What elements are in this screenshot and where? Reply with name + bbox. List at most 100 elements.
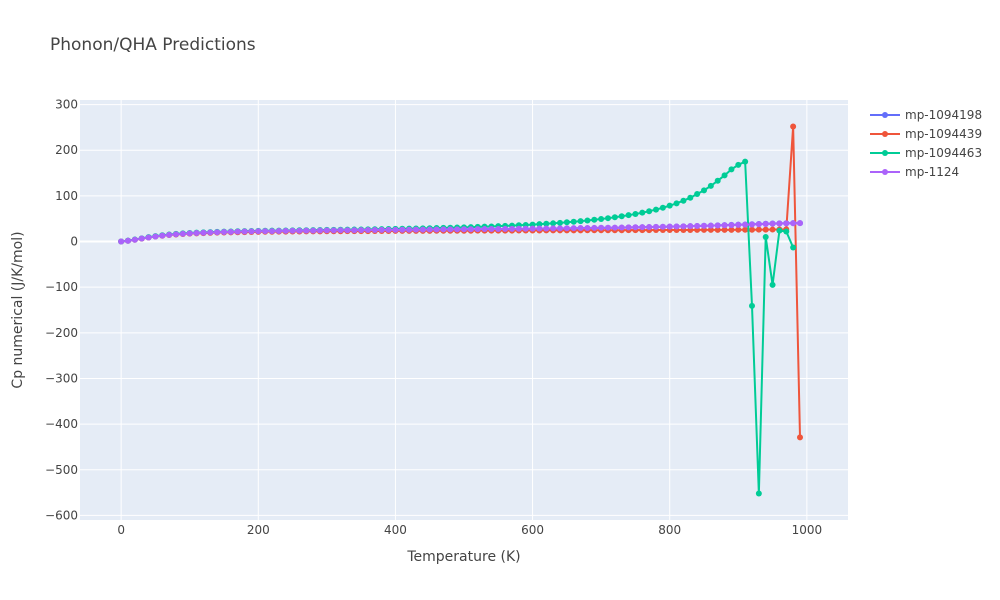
- data-point[interactable]: [385, 226, 392, 233]
- data-point[interactable]: [584, 224, 591, 231]
- data-point[interactable]: [714, 226, 721, 233]
- data-point[interactable]: [605, 215, 611, 222]
- data-point[interactable]: [742, 226, 749, 233]
- data-point[interactable]: [474, 226, 481, 233]
- data-point[interactable]: [563, 225, 570, 232]
- data-point[interactable]: [639, 209, 646, 216]
- data-point[interactable]: [707, 226, 714, 233]
- data-point[interactable]: [145, 234, 152, 241]
- data-point[interactable]: [138, 235, 145, 242]
- data-point[interactable]: [399, 226, 406, 233]
- data-point[interactable]: [289, 227, 296, 234]
- data-point[interactable]: [701, 226, 707, 233]
- data-point[interactable]: [275, 227, 282, 234]
- data-point[interactable]: [632, 224, 639, 231]
- data-point[interactable]: [790, 123, 797, 130]
- data-point[interactable]: [317, 227, 323, 234]
- data-point[interactable]: [762, 220, 769, 227]
- data-point[interactable]: [179, 230, 186, 237]
- data-point[interactable]: [406, 226, 413, 233]
- data-point[interactable]: [742, 221, 749, 228]
- data-point[interactable]: [625, 212, 632, 219]
- data-point[interactable]: [440, 226, 447, 233]
- data-point[interactable]: [714, 177, 721, 184]
- data-point[interactable]: [330, 227, 337, 234]
- data-point[interactable]: [598, 216, 605, 223]
- data-point[interactable]: [310, 227, 317, 234]
- data-point[interactable]: [461, 226, 467, 233]
- data-point[interactable]: [721, 226, 728, 233]
- data-point[interactable]: [563, 219, 570, 226]
- legend-item-mp-1124[interactable]: mp-1124: [870, 165, 959, 179]
- data-point[interactable]: [721, 222, 728, 229]
- data-point[interactable]: [378, 226, 385, 233]
- data-point[interactable]: [735, 161, 742, 168]
- data-point[interactable]: [591, 224, 598, 231]
- legend-item-mp-1094198[interactable]: mp-1094198: [870, 108, 982, 122]
- data-point[interactable]: [303, 227, 310, 234]
- data-point[interactable]: [481, 226, 488, 233]
- data-point[interactable]: [509, 225, 515, 232]
- data-point[interactable]: [392, 226, 399, 233]
- data-point[interactable]: [502, 225, 509, 232]
- data-point[interactable]: [646, 208, 653, 215]
- data-point[interactable]: [515, 225, 522, 232]
- data-point[interactable]: [611, 224, 618, 231]
- data-point[interactable]: [467, 226, 474, 233]
- data-point[interactable]: [666, 223, 673, 230]
- data-point[interactable]: [344, 227, 351, 234]
- data-point[interactable]: [735, 221, 742, 228]
- data-point[interactable]: [159, 232, 166, 239]
- data-point[interactable]: [625, 224, 632, 231]
- data-point[interactable]: [666, 202, 673, 209]
- data-point[interactable]: [241, 228, 248, 235]
- data-point[interactable]: [488, 226, 495, 233]
- data-point[interactable]: [694, 191, 701, 198]
- data-point[interactable]: [296, 227, 303, 234]
- data-point[interactable]: [749, 226, 755, 233]
- data-point[interactable]: [707, 182, 714, 189]
- data-point[interactable]: [701, 222, 707, 229]
- data-point[interactable]: [783, 220, 790, 227]
- data-point[interactable]: [262, 228, 269, 235]
- data-point[interactable]: [611, 214, 618, 221]
- data-point[interactable]: [419, 226, 426, 233]
- data-point[interactable]: [646, 224, 653, 230]
- data-point[interactable]: [701, 187, 707, 194]
- data-point[interactable]: [591, 216, 598, 223]
- data-point[interactable]: [639, 224, 646, 231]
- data-point[interactable]: [173, 231, 179, 238]
- data-point[interactable]: [632, 210, 639, 217]
- data-point[interactable]: [447, 226, 454, 233]
- data-point[interactable]: [755, 226, 762, 233]
- data-point[interactable]: [337, 227, 344, 234]
- data-point[interactable]: [797, 220, 803, 227]
- data-point[interactable]: [221, 229, 227, 236]
- data-point[interactable]: [282, 227, 289, 234]
- data-point[interactable]: [598, 224, 605, 231]
- data-point[interactable]: [673, 223, 680, 230]
- data-point[interactable]: [454, 226, 461, 233]
- data-point[interactable]: [200, 229, 207, 236]
- data-point[interactable]: [584, 217, 591, 224]
- data-point[interactable]: [728, 166, 735, 173]
- data-point[interactable]: [776, 227, 783, 234]
- data-point[interactable]: [673, 200, 680, 207]
- data-point[interactable]: [536, 221, 543, 228]
- legend-item-mp-1094439[interactable]: mp-1094439: [870, 127, 982, 141]
- data-point[interactable]: [234, 228, 241, 235]
- data-point[interactable]: [680, 197, 687, 204]
- data-point[interactable]: [255, 228, 262, 235]
- series-mp-1124[interactable]: [118, 220, 803, 245]
- data-point[interactable]: [413, 226, 419, 233]
- data-point[interactable]: [557, 219, 563, 226]
- data-point[interactable]: [769, 226, 776, 233]
- data-point[interactable]: [742, 158, 749, 165]
- data-point[interactable]: [118, 238, 125, 245]
- data-point[interactable]: [749, 302, 755, 309]
- data-point[interactable]: [605, 224, 611, 231]
- data-point[interactable]: [577, 225, 584, 232]
- data-point[interactable]: [550, 220, 557, 227]
- data-point[interactable]: [207, 229, 214, 236]
- data-point[interactable]: [193, 230, 200, 237]
